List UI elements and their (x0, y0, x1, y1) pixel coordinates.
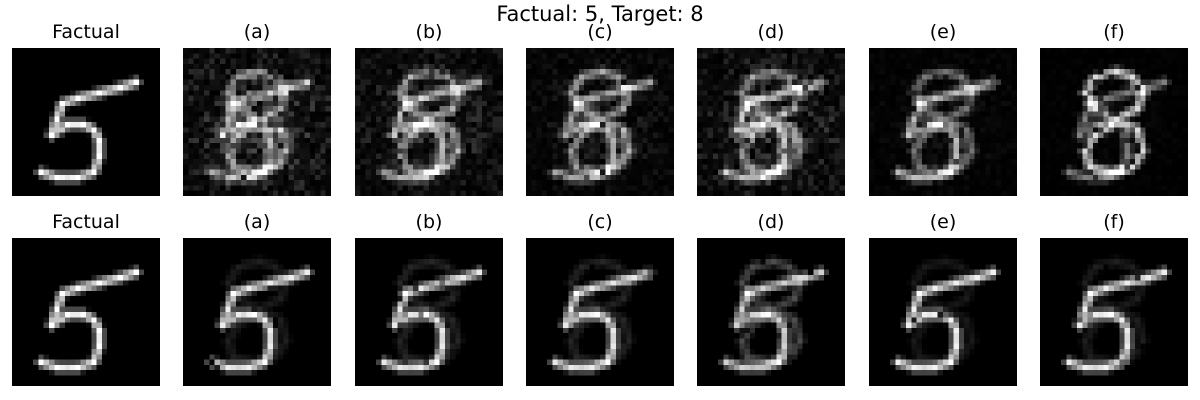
digit-image (355, 238, 503, 386)
digit-image (526, 238, 674, 386)
digit-image (12, 238, 160, 386)
digit-image (1040, 238, 1188, 386)
panel-row2-c: (c) (526, 210, 674, 386)
panel-row1-c: (c) (526, 20, 674, 196)
panel-title: (b) (415, 211, 443, 233)
panel-title: (c) (587, 211, 613, 233)
panel-title: (c) (587, 21, 613, 43)
panel-row1-b: (b) (355, 20, 503, 196)
digit-image (355, 48, 503, 196)
panel-row1-factual: Factual (12, 20, 160, 196)
panel-title: (e) (929, 211, 957, 233)
panel-title: (f) (1103, 21, 1125, 43)
panel-title: (b) (415, 21, 443, 43)
digit-image (869, 238, 1017, 386)
digit-image (183, 238, 331, 386)
panel-row2-b: (b) (355, 210, 503, 386)
panel-row1-d: (d) (697, 20, 845, 196)
digit-image (697, 238, 845, 386)
panel-title: (f) (1103, 211, 1125, 233)
panel-title: (a) (243, 21, 271, 43)
panel-row1-a: (a) (183, 20, 331, 196)
digit-image (526, 48, 674, 196)
panel-title: (a) (243, 211, 271, 233)
panel-row1-e: (e) (869, 20, 1017, 196)
panel-row2-factual: Factual (12, 210, 160, 386)
panel-row2-f: (f) (1040, 210, 1188, 386)
panel-row2-a: (a) (183, 210, 331, 386)
digit-image (1040, 48, 1188, 196)
panel-row2-e: (e) (869, 210, 1017, 386)
digit-image (12, 48, 160, 196)
digit-image (183, 48, 331, 196)
panel-title: Factual (52, 211, 120, 233)
panel-row1-f: (f) (1040, 20, 1188, 196)
panel-title: (d) (757, 211, 785, 233)
panel-title: (d) (757, 21, 785, 43)
digit-image (869, 48, 1017, 196)
panel-title: (e) (929, 21, 957, 43)
panel-title: Factual (52, 21, 120, 43)
digit-image (697, 48, 845, 196)
figure-title: Factual: 5, Target: 8 (496, 2, 704, 26)
panel-row2-d: (d) (697, 210, 845, 386)
